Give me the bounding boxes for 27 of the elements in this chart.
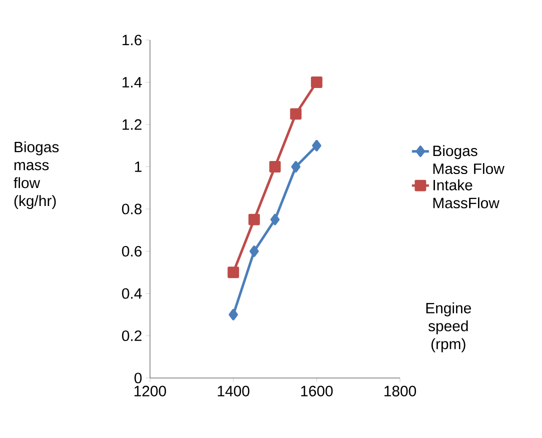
point	[270, 214, 280, 226]
point	[312, 140, 322, 152]
x-tick-label: 1600	[301, 386, 333, 396]
y-tick-label: 1.4	[122, 77, 142, 88]
point	[290, 108, 302, 120]
x-tick-label: 1400	[218, 386, 250, 396]
point	[310, 76, 322, 88]
point	[250, 246, 259, 257]
y-tick-label: 0	[134, 372, 142, 384]
y-tick-label: 0.6	[122, 246, 142, 257]
y-tick-label: 1.2	[122, 119, 142, 130]
y-tick-label: 0.2	[122, 330, 142, 342]
legend-label: Biogas Mass Flow	[433, 145, 504, 174]
point	[228, 266, 240, 278]
y-tick-label: 0.8	[122, 204, 142, 214]
legend-label: Intake MassFlow	[433, 179, 500, 208]
point	[228, 308, 238, 320]
x-tick-label: 1800	[384, 386, 416, 396]
y-tick-label: 0.4	[122, 288, 142, 299]
y-axis-title: Biogas mass flow (kg/hr)	[14, 141, 59, 210]
x-tick-label: 1200	[134, 386, 166, 396]
y-tick-label: 1	[135, 162, 142, 172]
point	[291, 161, 300, 172]
y-tick-label: 1.6	[122, 34, 142, 46]
point	[269, 161, 281, 172]
x-axis-title: Engine speed (rpm)	[426, 302, 471, 352]
point	[248, 214, 260, 226]
